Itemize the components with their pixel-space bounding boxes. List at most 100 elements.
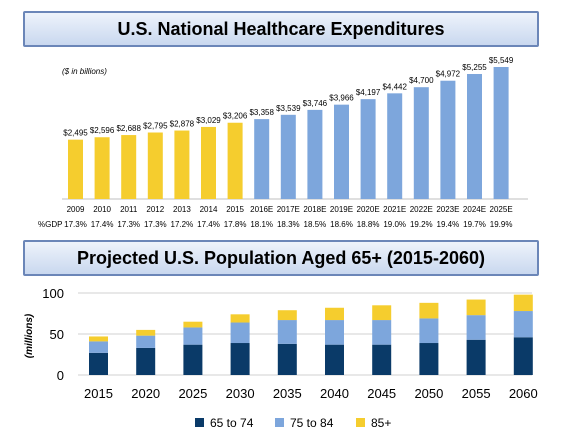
- value-label-2016E: $3,358: [249, 108, 274, 117]
- value-label-2010: $2,596: [90, 126, 115, 135]
- x-tick-2015: 2015: [226, 205, 244, 214]
- bar-2045-series-0: [372, 344, 392, 375]
- gdp-value-2021E: 19.0%: [383, 220, 406, 229]
- gdp-value-2015: 17.8%: [224, 220, 247, 229]
- bar-2040-series-0: [325, 344, 344, 375]
- gdp-row-label: %GDP: [38, 220, 62, 229]
- x-tick-2017E: 2017E: [277, 205, 300, 214]
- bar-2015-series-0: [89, 352, 108, 375]
- x-tick-2055: 2055: [462, 386, 491, 401]
- bar-2035-series-1: [277, 320, 297, 344]
- bar-2040-series-2: [325, 307, 344, 321]
- x-tick-2011: 2011: [120, 205, 138, 214]
- bar-2009: [68, 139, 83, 199]
- x-tick-2020E: 2020E: [357, 205, 380, 214]
- bar-2023E: [440, 80, 456, 199]
- x-tick-2016E: 2016E: [250, 205, 273, 214]
- x-tick-2020: 2020: [131, 386, 160, 401]
- value-label-2011: $2,688: [116, 124, 141, 133]
- value-label-2017E: $3,539: [276, 104, 301, 113]
- bar-2060-series-0: [513, 337, 533, 375]
- bar-2030-series-2: [230, 314, 250, 323]
- bar-2025-series-0: [183, 344, 203, 375]
- bar-2018E: [307, 109, 323, 199]
- x-tick-2035: 2035: [273, 386, 302, 401]
- bar-2019E: [334, 104, 349, 199]
- gdp-value-2011: 17.3%: [117, 220, 140, 229]
- bar-2030-series-1: [230, 322, 250, 344]
- bar-2055-series-1: [466, 315, 486, 340]
- bar-2015-series-2: [89, 336, 108, 342]
- gdp-value-2022E: 19.2%: [410, 220, 433, 229]
- bar-2021E: [387, 93, 403, 199]
- x-tick-2050: 2050: [414, 386, 443, 401]
- gdp-value-2019E: 18.6%: [330, 220, 353, 229]
- y-tick-50: 50: [50, 327, 64, 342]
- bar-2040-series-1: [325, 320, 344, 345]
- value-label-2022E: $4,700: [409, 76, 434, 85]
- bar-2055-series-2: [466, 299, 486, 316]
- value-label-2025E: $5,549: [489, 56, 514, 65]
- x-tick-2045: 2045: [367, 386, 396, 401]
- bar-2025-series-2: [183, 321, 203, 328]
- y-tick-100: 100: [42, 286, 64, 301]
- bar-2011: [121, 135, 137, 199]
- x-tick-2013: 2013: [173, 205, 191, 214]
- bar-2013: [174, 130, 190, 199]
- bar-2045-series-2: [372, 305, 392, 321]
- bar-2035-series-2: [277, 310, 297, 321]
- expenditures-title-banner: U.S. National Healthcare Expenditures: [23, 11, 539, 47]
- legend-swatch-1: [275, 418, 284, 427]
- x-tick-2022E: 2022E: [410, 205, 433, 214]
- population-title-banner: Projected U.S. Population Aged 65+ (2015…: [23, 240, 539, 276]
- x-tick-2019E: 2019E: [330, 205, 353, 214]
- legend-swatch-0: [195, 418, 204, 427]
- bar-2055-series-0: [466, 339, 486, 375]
- bar-2020E: [360, 99, 376, 199]
- bar-2025-series-1: [183, 327, 203, 345]
- gdp-value-2023E: 19.4%: [437, 220, 460, 229]
- gdp-value-2018E: 18.5%: [304, 220, 327, 229]
- bar-2024E: [467, 73, 482, 199]
- gdp-value-2013: 17.2%: [171, 220, 194, 229]
- x-tick-2009: 2009: [67, 205, 85, 214]
- value-label-2021E: $4,442: [382, 82, 407, 91]
- legend-swatch-2: [356, 418, 365, 427]
- x-tick-2025: 2025: [178, 386, 207, 401]
- gdp-value-2017E: 18.3%: [277, 220, 300, 229]
- x-tick-2060: 2060: [509, 386, 538, 401]
- bar-2050-series-2: [419, 302, 439, 319]
- gdp-value-2024E: 19.7%: [463, 220, 486, 229]
- expenditures-title: U.S. National Healthcare Expenditures: [117, 18, 445, 39]
- gdp-value-2014: 17.4%: [197, 220, 220, 229]
- value-label-2009: $2,495: [63, 129, 88, 138]
- bar-2015-series-1: [89, 341, 108, 353]
- value-label-2013: $2,878: [170, 120, 195, 129]
- value-label-2014: $3,029: [196, 116, 221, 125]
- bar-2020-series-2: [136, 329, 156, 336]
- gdp-value-2012: 17.3%: [144, 220, 167, 229]
- bar-2014: [201, 126, 216, 199]
- x-tick-2030: 2030: [226, 386, 255, 401]
- bar-2050-series-1: [419, 318, 439, 344]
- legend-label-0: 65 to 74: [210, 416, 254, 430]
- legend-label-2: 85+: [371, 416, 391, 430]
- x-tick-2021E: 2021E: [383, 205, 406, 214]
- x-tick-2025E: 2025E: [490, 205, 513, 214]
- x-tick-2012: 2012: [146, 205, 164, 214]
- subtitle-units: ($ in billions): [62, 67, 107, 76]
- value-label-2023E: $4,972: [436, 70, 461, 79]
- bar-2025E: [493, 67, 509, 199]
- bar-2016E: [254, 119, 270, 199]
- bar-2030-series-0: [230, 343, 250, 375]
- bar-2015: [227, 122, 243, 199]
- gdp-value-2025E: 19.9%: [490, 220, 513, 229]
- bar-2060-series-2: [513, 294, 533, 312]
- x-tick-2014: 2014: [200, 205, 218, 214]
- bar-2050-series-0: [419, 343, 439, 375]
- bar-2022E: [413, 87, 429, 199]
- y-axis-label: (millions): [24, 313, 35, 358]
- value-label-2018E: $3,746: [303, 99, 328, 108]
- bar-2010: [94, 137, 110, 199]
